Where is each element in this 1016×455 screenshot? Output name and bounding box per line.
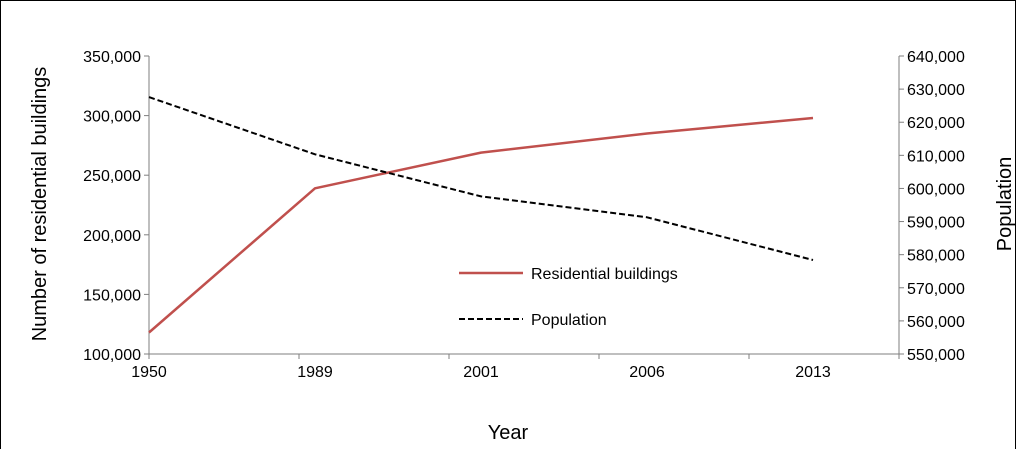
- y-tick-label: 200,000: [83, 228, 141, 245]
- y2-tick-label: 580,000: [907, 248, 965, 265]
- x-tick-label: 2001: [463, 364, 499, 381]
- legend-label: Residential buildings: [531, 266, 678, 283]
- y-tick-label: 150,000: [83, 287, 141, 304]
- y2-tick-label: 560,000: [907, 314, 965, 331]
- y2-axis-title: Population: [994, 157, 1016, 252]
- y2-tick-label: 620,000: [907, 115, 965, 132]
- y2-tick-label: 640,000: [907, 49, 965, 66]
- y-tick-label: 350,000: [83, 49, 141, 66]
- y2-tick-label: 570,000: [907, 281, 965, 298]
- y-tick-label: 250,000: [83, 168, 141, 185]
- series-line-population: [148, 96, 814, 261]
- legend-label: Population: [531, 312, 607, 329]
- legend: Residential buildings Population: [459, 266, 678, 329]
- x-tick-label: 1950: [131, 364, 167, 381]
- y2-tick-label: 550,000: [907, 347, 965, 364]
- y2-tick-label: 630,000: [907, 82, 965, 99]
- y-tick-label: 100,000: [83, 347, 141, 364]
- y2-tick-label: 600,000: [907, 181, 965, 198]
- y-axis-title: Number of residential buildings: [29, 67, 51, 342]
- x-axis-title: Year: [488, 422, 529, 444]
- y2-tick-label: 590,000: [907, 215, 965, 232]
- x-tick-label: 2013: [795, 364, 831, 381]
- axes: 100,000 150,000 200,000 250,000 300,000 350,0…: [83, 49, 965, 381]
- y2-tick-label: 610,000: [907, 148, 965, 165]
- x-tick-label: 1989: [297, 364, 333, 381]
- series-lines: [148, 96, 814, 334]
- x-tick-label: 2006: [629, 364, 665, 381]
- y-tick-label: 300,000: [83, 109, 141, 126]
- series-line-residential-buildings: [148, 116, 814, 334]
